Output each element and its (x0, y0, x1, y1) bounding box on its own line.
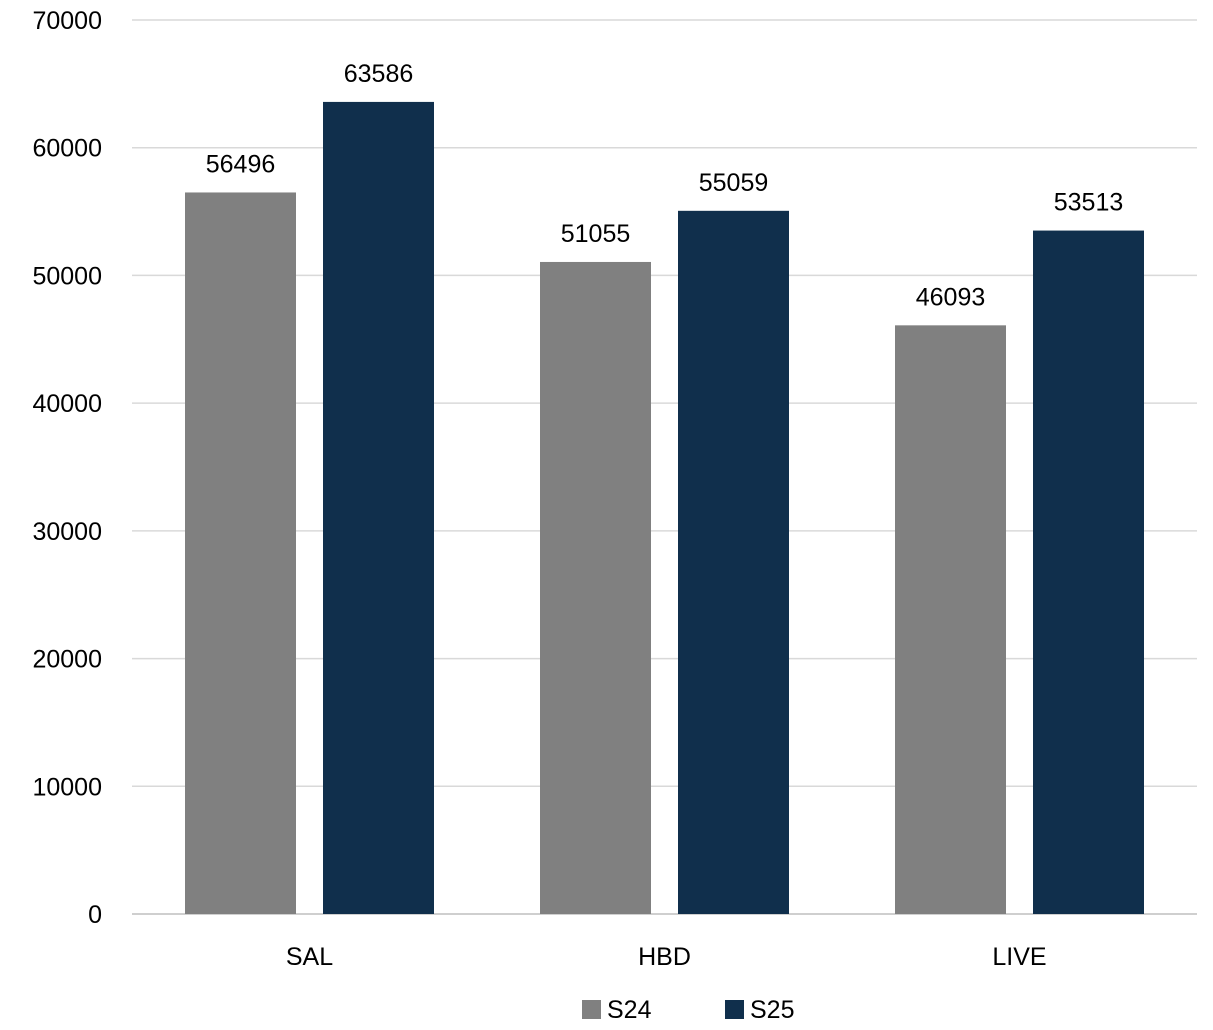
y-tick-label: 30000 (32, 518, 102, 546)
y-tick-label: 60000 (32, 135, 102, 163)
legend-swatch (582, 1000, 601, 1019)
x-axis-category-labels: SAL HBD LIVE (286, 943, 1047, 971)
bar-s25-live (1033, 230, 1144, 914)
bar-s24-hbd (540, 261, 651, 914)
y-axis-tick-labels: 0 10000 20000 30000 40000 50000 60000 70000 (32, 7, 102, 929)
x-category-label: HBD (638, 943, 691, 971)
data-label: 53513 (1054, 189, 1124, 217)
bar-s24-live (895, 325, 1006, 914)
bar-s25-sal (323, 101, 434, 914)
data-label: 51055 (561, 220, 631, 248)
gridlines (132, 19, 1197, 915)
y-tick-label: 50000 (32, 262, 102, 290)
y-tick-label: 0 (88, 901, 102, 929)
bar-s24-sal (185, 192, 296, 914)
legend-item-s25[interactable]: S25 (725, 996, 794, 1024)
data-labels: 56496 63586 51055 55059 46093 53513 (206, 60, 1124, 311)
legend-label: S24 (607, 996, 652, 1024)
bar-s25-hbd (678, 210, 789, 914)
y-tick-label: 10000 (32, 773, 102, 801)
legend-item-s24[interactable]: S24 (582, 996, 652, 1024)
legend-label: S25 (750, 996, 794, 1024)
legend[interactable]: S24 S25 (582, 996, 794, 1024)
y-tick-label: 40000 (32, 390, 102, 418)
x-category-label: LIVE (992, 943, 1046, 971)
legend-swatch (725, 1000, 744, 1019)
y-tick-label: 20000 (32, 646, 102, 674)
data-label: 56496 (206, 150, 276, 178)
data-label: 63586 (344, 60, 414, 88)
data-label: 55059 (699, 169, 769, 197)
data-label: 46093 (916, 283, 986, 311)
y-tick-label: 70000 (32, 7, 102, 35)
x-category-label: SAL (286, 943, 333, 971)
bars (185, 101, 1144, 914)
